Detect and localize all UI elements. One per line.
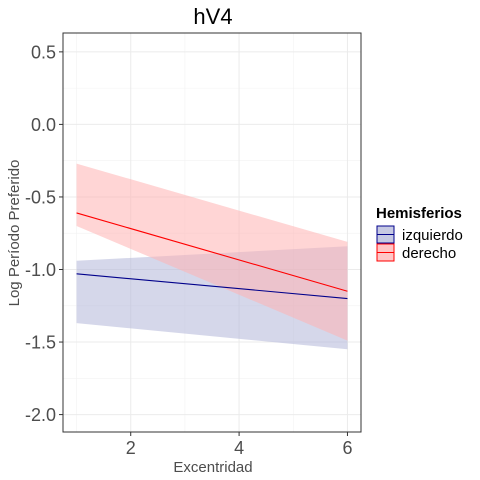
series-line-izquierdo xyxy=(76,273,348,300)
y-tick-label: -1.5 xyxy=(25,333,56,353)
y-tick-label: -0.5 xyxy=(25,187,56,207)
x-axis-label: Excentridad xyxy=(173,459,252,476)
legend-label-izquierdo: izquierdo xyxy=(402,227,463,244)
plot-border xyxy=(62,32,362,433)
legend-label-derecho: derecho xyxy=(402,245,456,262)
x-axis-ticks: 2 4 6 xyxy=(126,432,352,458)
x-tick-label: 2 xyxy=(126,438,136,458)
y-axis-ticks: 0.5 0.0 -0.5 -1.0 -1.5 -2.0 xyxy=(25,42,63,425)
y-axis-label: Log Período Preferido xyxy=(6,160,23,307)
chart-title: hV4 xyxy=(193,4,232,29)
legend-title: Hemisferios xyxy=(376,205,462,222)
series-lines xyxy=(76,212,348,300)
x-tick-label: 6 xyxy=(342,438,352,458)
y-tick-label: 0.5 xyxy=(31,42,56,62)
y-tick-label: -2.0 xyxy=(25,405,56,425)
x-tick-label: 4 xyxy=(234,438,244,458)
y-tick-label: -1.0 xyxy=(25,260,56,280)
series-line-derecho xyxy=(76,212,348,292)
y-tick-label: 0.0 xyxy=(31,115,56,135)
